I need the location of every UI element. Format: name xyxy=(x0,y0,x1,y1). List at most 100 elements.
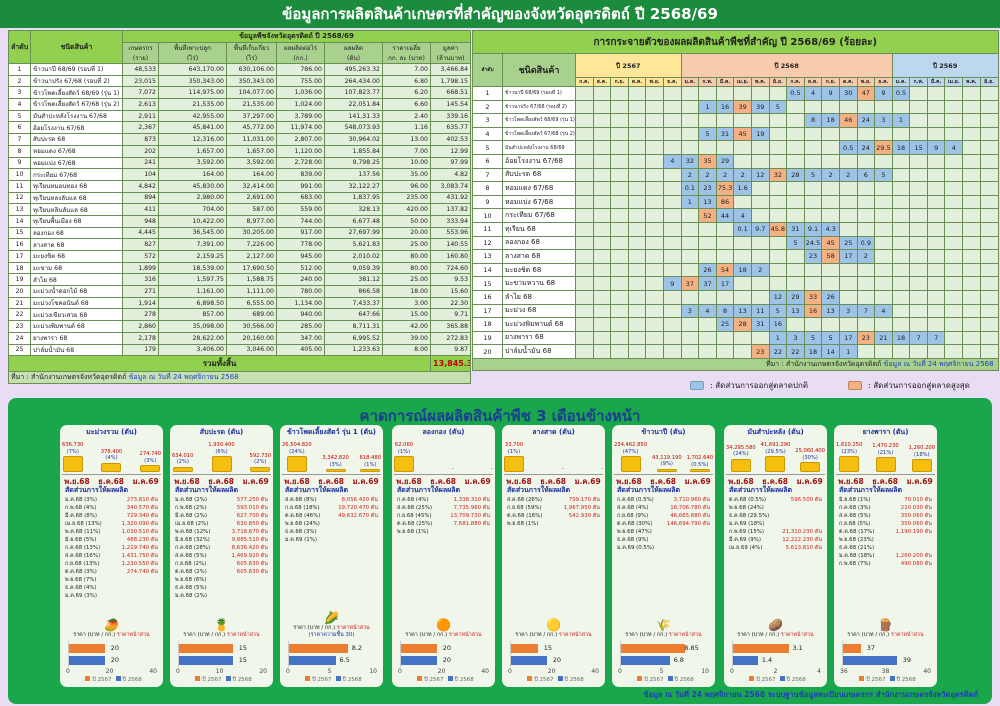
top-value: 634.010 (2%) xyxy=(172,453,193,472)
col-header: มูลค่า (ล้านบาท) xyxy=(429,42,472,64)
cell-value: 5,621.83 xyxy=(324,238,383,251)
price-value: 20 xyxy=(552,656,561,664)
empty-cell xyxy=(680,113,700,128)
share-row: พ.ย.68 (6%) xyxy=(175,576,268,584)
row-index: 13 xyxy=(8,203,31,216)
empty-cell xyxy=(909,153,928,169)
top-value: 1,702.640 (0.5%) xyxy=(687,455,713,472)
empty-cell xyxy=(680,126,700,142)
empty-cell xyxy=(786,194,805,210)
price-bar-2568: 6.5 xyxy=(289,656,350,665)
price-chart: 3.1 1.4 xyxy=(732,641,819,667)
legend-peak: : สัดส่วนการออกสู่ตลาดสูงสุด xyxy=(848,379,970,392)
share-row: ก.ย.68 (5%) 350.060 ตัน xyxy=(839,520,932,528)
share-title: สัดส่วนการให้ผลผลิต xyxy=(839,486,903,494)
share-amount: 627.700 ตัน xyxy=(236,513,268,519)
cell-value: 7,072 xyxy=(122,86,159,100)
empty-cell xyxy=(662,330,682,346)
cell-value: 6.80 xyxy=(382,74,431,88)
cell-value: 179 xyxy=(122,343,159,357)
share-cell: 31 xyxy=(786,221,805,237)
peak-cell: 45 xyxy=(821,235,840,251)
share-row: ส.ค.68 (16%) 1,431.750 ตัน xyxy=(65,552,158,560)
cell-value: 235.00 xyxy=(382,191,431,205)
cell-value: 1.16 xyxy=(382,121,431,135)
source-label: ที่มา : สำนักงานเกษตรจังหวัดอุตรดิตถ์ xyxy=(11,373,127,382)
share-amount: 274.740 ตัน xyxy=(126,569,158,575)
month-header: ส.ค. xyxy=(803,77,823,87)
share-cell: 3 xyxy=(680,303,700,319)
empty-cell xyxy=(944,194,964,210)
peak-cell: 28 xyxy=(733,317,752,332)
empty-cell xyxy=(592,221,612,237)
legend-2568: ปี 2568 xyxy=(122,677,142,683)
empty-cell xyxy=(662,317,682,332)
share-row: ธ.ค.68 (29.5%) xyxy=(729,512,822,520)
top-value: 41,691.290 (29.5%) xyxy=(761,442,790,472)
empty-cell xyxy=(838,194,858,210)
share-cell: 16 xyxy=(715,99,735,115)
cell-value: 104 xyxy=(122,168,159,181)
card-title: ข้าวโพดเลี้ยงสัตว์ รุ่น 1 (ตัน) xyxy=(287,428,376,436)
legend-2568: ปี 2568 xyxy=(232,677,252,683)
price-axis: 0 20 40 xyxy=(66,668,157,675)
share-cell: 23 xyxy=(803,249,823,264)
share-month: ก.ย.68 (45%) xyxy=(397,513,432,519)
empty-cell xyxy=(803,126,823,142)
empty-cell xyxy=(627,303,647,319)
month-label: พ.ย.68 xyxy=(728,477,754,486)
empty-cell xyxy=(750,153,770,169)
share-amount: 146,694.790 ตัน xyxy=(666,521,710,527)
empty-cell xyxy=(979,344,999,359)
row-index: 5 xyxy=(472,140,503,155)
crop-name: อ้อยโรงงาน 67/68 xyxy=(30,121,123,135)
cell-value: 1,597.75 xyxy=(158,273,227,287)
price-label: ราคา (บาท / กก.) xyxy=(183,632,226,638)
price-section: 🟠 ราคา (บาท / กก.) ราคาหน้าสวน 20 20 0 20 40 ปี… xyxy=(392,618,495,687)
empty-cell xyxy=(856,208,876,223)
price-legend: ปี 2567 ปี 2568 xyxy=(834,676,937,684)
table-row: 18 มะม่วงพิมพานต์ 68 25 28 31 16 xyxy=(472,317,999,332)
peak-cell: 16 xyxy=(803,303,823,319)
share-cell: 22 xyxy=(786,344,805,359)
empty-cell xyxy=(610,181,629,196)
share-cell: 8 xyxy=(803,113,823,128)
empty-cell xyxy=(909,86,928,101)
cell-value: 272.83 xyxy=(429,331,472,345)
table-row: 1 ข้าวนาปี 68/69 (รอบที่ 1) 48,533 643,170.… xyxy=(8,63,472,76)
share-cell: 0.1 xyxy=(733,221,752,237)
top-values: 34,295.580 (24%) 41,691.290 (29.5%) 25,060.4… xyxy=(726,437,825,475)
empty-cell xyxy=(944,330,964,346)
share-cell: 18 xyxy=(803,344,823,359)
empty-cell xyxy=(610,208,629,223)
empty-cell xyxy=(962,262,981,278)
cell-value: 27,697.99 xyxy=(324,226,383,240)
share-row: เม.ย.69 (4%) 5,613.810 ตัน xyxy=(729,544,822,552)
price-legend: ปี 2567 ปี 2568 xyxy=(60,676,163,684)
cell-value: 137.56 xyxy=(324,168,383,181)
empty-cell xyxy=(592,262,612,278)
empty-cell xyxy=(962,86,981,101)
empty-cell xyxy=(645,262,664,278)
empty-cell xyxy=(645,249,664,264)
share-month: ก.ค.68 (28%) xyxy=(175,545,211,551)
cell-value: 10.00 xyxy=(382,156,431,170)
cell-value: 2,367 xyxy=(122,121,159,135)
share-month: พ.ย.68 (47%) xyxy=(617,529,652,535)
price-bar-2568: 20 xyxy=(511,656,561,665)
empty-cell xyxy=(592,126,612,142)
empty-cell xyxy=(909,126,928,142)
empty-cell xyxy=(680,99,700,115)
share-cell: 5 xyxy=(786,235,805,251)
top-percent: (24%) xyxy=(733,451,749,458)
top-amount: 634.010 xyxy=(172,452,194,459)
empty-cell xyxy=(909,221,928,237)
empty-cell xyxy=(733,289,752,305)
month-label: ม.ค.69 xyxy=(906,477,933,486)
cell-value: 107,823.77 xyxy=(324,86,383,100)
empty-cell xyxy=(645,113,664,128)
empty-cell xyxy=(610,167,629,183)
month-header: พ.ค. xyxy=(750,77,770,87)
price-bar-2567: 8.2 xyxy=(289,644,362,653)
legend-peak-label: สัดส่วนการออกสู่ตลาดสูงสุด xyxy=(873,381,970,390)
